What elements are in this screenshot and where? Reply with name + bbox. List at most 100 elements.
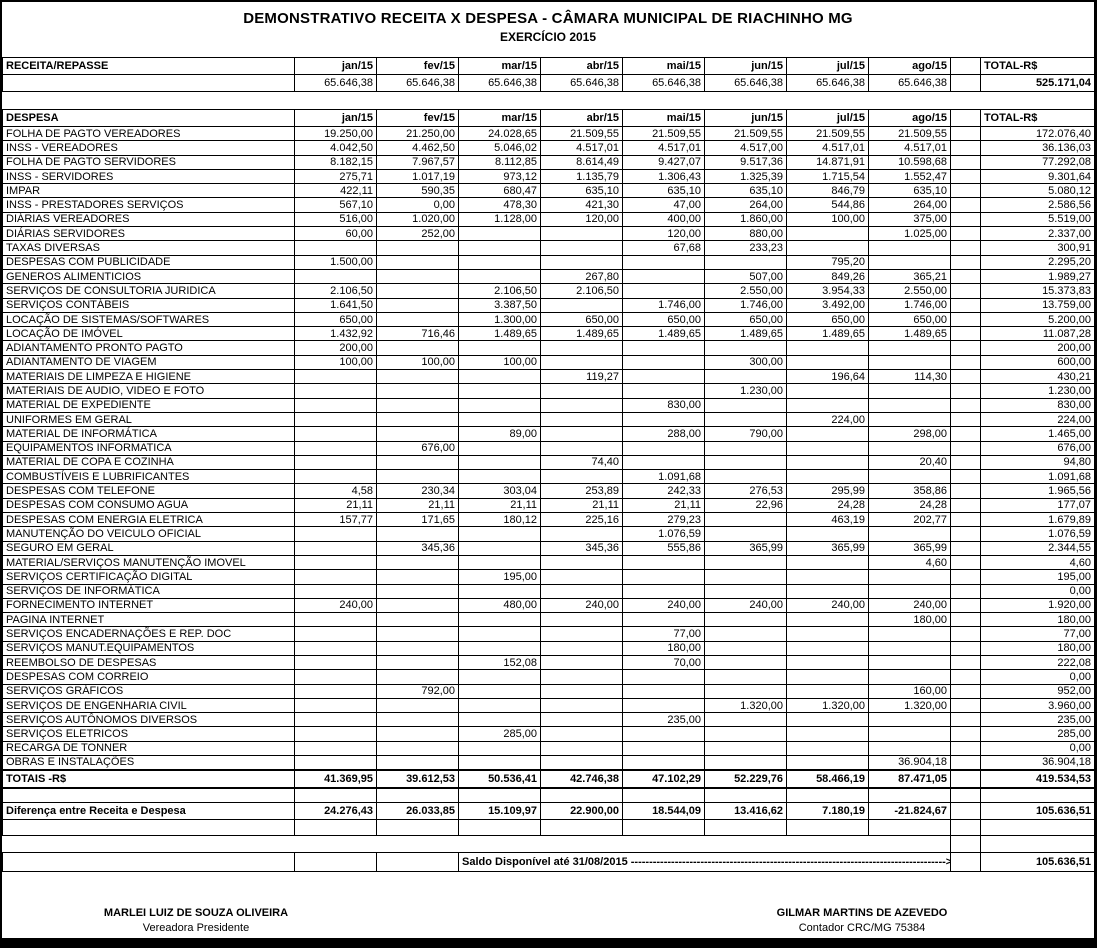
- table-row: DESPESAS COM ENERGIA ELETRICA 157,77 171,6…: [2, 512, 1094, 528]
- despesa-row-30-month-1: [294, 540, 377, 556]
- despesa-row-17-total: 600,00: [980, 354, 1094, 371]
- despesa-row-11-month-3: [458, 268, 541, 285]
- despesa-row-43-month-7: [786, 726, 869, 742]
- despesa-row-17-month-3: 100,00: [458, 354, 541, 371]
- despesa-row-23-month-6: [704, 440, 787, 456]
- despesa-row-5-month-6: 635,10: [704, 183, 787, 199]
- despesa-row-7-total: 5.519,00: [980, 211, 1094, 228]
- despesa-row-44-month-8: [868, 740, 951, 757]
- despesa-row-10-month-1: 1.500,00: [294, 254, 377, 270]
- despesa-row-8-total: 2.337,00: [980, 226, 1094, 242]
- despesa-row-26-month-4: 253,89: [540, 483, 623, 499]
- blank-cell: [704, 787, 787, 804]
- blank-cell: [376, 819, 459, 837]
- table-row: MATERIAIS DE LIMPEZA E HIGIENE 119,27 196,…: [2, 369, 1094, 385]
- table-row: REEMBOLSO DE DESPESAS 152,08 70,00 222,08: [2, 654, 1094, 671]
- despesa-row-42-month-1: [294, 712, 377, 728]
- despesa-row-36-month-6: [704, 626, 787, 642]
- despesa-row-label: MATERIAL DE COPA E COZINHA: [2, 454, 295, 471]
- despesa-row-38-month-1: [294, 654, 377, 671]
- despesa-row-9-month-6: 233,23: [704, 240, 787, 256]
- despesa-row-34-month-3: 480,00: [458, 597, 541, 614]
- despesa-row-37-month-5: 180,00: [622, 640, 705, 656]
- despesa-row-28-month-3: 180,12: [458, 512, 541, 528]
- despesa-row-32-month-5: [622, 569, 705, 585]
- despesa-row-label: DESPESAS COM ENERGIA ELETRICA: [2, 512, 295, 528]
- spacer-col-cell: [950, 326, 981, 342]
- despesa-row-10-month-7: 795,20: [786, 254, 869, 270]
- table-row: MANUTENÇÃO DO VEICULO OFICIAL 1.076,59 1.0…: [2, 526, 1094, 542]
- despesa-row-11-month-6: 507,00: [704, 268, 787, 285]
- despesa-row-29-month-1: [294, 526, 377, 542]
- despesa-row-34-month-4: 240,00: [540, 597, 623, 614]
- pre-saldo-gap: [3, 836, 951, 853]
- despesa-row-12-total: 15.373,83: [980, 283, 1094, 299]
- despesa-row-2-month-2: 4.462,50: [376, 140, 459, 156]
- despesa-row-44-month-2: [376, 740, 459, 757]
- despesa-row-22-total: 1.465,00: [980, 426, 1094, 442]
- despesa-row-41-month-2: [376, 697, 459, 714]
- despesa-row-16-month-6: [704, 340, 787, 356]
- despesa-row-label: MATERIAL DE INFORMÁTICA: [2, 426, 295, 442]
- despesa-row-36-month-1: [294, 626, 377, 642]
- despesa-row-19-month-7: [786, 383, 869, 399]
- despesa-row-27-month-7: 24,28: [786, 497, 869, 514]
- despesa-row-40-month-7: [786, 683, 869, 699]
- despesa-row-25-month-3: [458, 469, 541, 485]
- despesa-row-3-month-4: 8.614,49: [540, 154, 623, 170]
- despesa-row-2-total: 36.136,03: [980, 140, 1094, 156]
- despesa-row-15-month-1: 1.432,92: [294, 326, 377, 342]
- despesa-row-26-total: 1.965,56: [980, 483, 1094, 499]
- despesa-row-7-month-7: 100,00: [786, 211, 869, 228]
- spacer-col-cell: [950, 183, 981, 199]
- table-row: SERVIÇOS DE CONSULTORIA JURIDICA 2.106,50…: [2, 283, 1094, 299]
- col-header-month-1: jan/15: [294, 57, 377, 75]
- table-row: RECARGA DE TONNER 0,00: [2, 740, 1094, 757]
- despesa-row-19-total: 1.230,00: [980, 383, 1094, 399]
- despesa-row-4-month-1: 275,71: [294, 168, 377, 185]
- despesa-row-34-month-5: 240,00: [622, 597, 705, 614]
- spacer-col-cell: [950, 712, 981, 728]
- table-row: SERVIÇOS CONTÁBEIS 1.641,50 3.387,50 1.746,…: [2, 297, 1094, 313]
- despesa-row-6-month-7: 544,86: [786, 197, 869, 213]
- despesa-row-41-month-1: [294, 697, 377, 714]
- spacer-col-cell: [950, 554, 981, 571]
- saldo-empty-2: [376, 852, 459, 873]
- despesa-row-label: FORNECIMENTO INTERNET: [2, 597, 295, 614]
- table-row: IMPAR 422,11 590,35 680,47 635,10 635,10 635,1…: [2, 183, 1094, 199]
- despesa-row-31-month-6: [704, 554, 787, 571]
- despesa-row-30-total: 2.344,55: [980, 540, 1094, 556]
- despesa-row-22-month-4: [540, 426, 623, 442]
- despesa-row-27-month-6: 22,96: [704, 497, 787, 514]
- despesa-row-13-month-3: 3.387,50: [458, 297, 541, 313]
- despesa-row-28-month-1: 157,77: [294, 512, 377, 528]
- despesa-row-41-month-7: 1.320,00: [786, 697, 869, 714]
- despesa-row-7-month-8: 375,00: [868, 211, 951, 228]
- despesa-row-44-month-3: [458, 740, 541, 757]
- despesa-row-37-month-8: [868, 640, 951, 656]
- despesa-row-12-month-3: 2.106,50: [458, 283, 541, 299]
- col-header-month-1: jan/15: [294, 109, 377, 127]
- spacer-col-cell: [950, 340, 981, 356]
- col-header-month-6: jun/15: [704, 57, 787, 75]
- spacer-col-cell: [950, 454, 981, 471]
- spacer-col-cell: [950, 526, 981, 542]
- despesa-row-43-month-3: 285,00: [458, 726, 541, 742]
- despesa-row-28-total: 1.679,89: [980, 512, 1094, 528]
- despesa-row-19-month-5: [622, 383, 705, 399]
- receita-row-month-3: 65.646,38: [458, 74, 541, 92]
- despesa-row-10-total: 2.295,20: [980, 254, 1094, 270]
- despesa-row-14-total: 5.200,00: [980, 311, 1094, 328]
- despesa-row-39-month-2: [376, 669, 459, 685]
- despesa-row-45-month-4: [540, 755, 623, 771]
- despesa-row-37-month-4: [540, 640, 623, 656]
- despesa-row-16-month-8: [868, 340, 951, 356]
- despesa-row-36-month-4: [540, 626, 623, 642]
- table-row: DESPESAS COM CORREIO 0,00: [2, 669, 1094, 685]
- signature-left: MARLEI LUIZ DE SOUZA OLIVEIRA Vereadora …: [36, 907, 356, 935]
- totais-month-8: 87.471,05: [868, 768, 951, 789]
- despesa-row-30-month-3: [458, 540, 541, 556]
- diferenca-month-8: -21.824,67: [868, 802, 951, 821]
- despesa-row-3-total: 77.292,08: [980, 154, 1094, 170]
- despesa-row-label: DESPESAS COM CONSUMO AGUA: [2, 497, 295, 514]
